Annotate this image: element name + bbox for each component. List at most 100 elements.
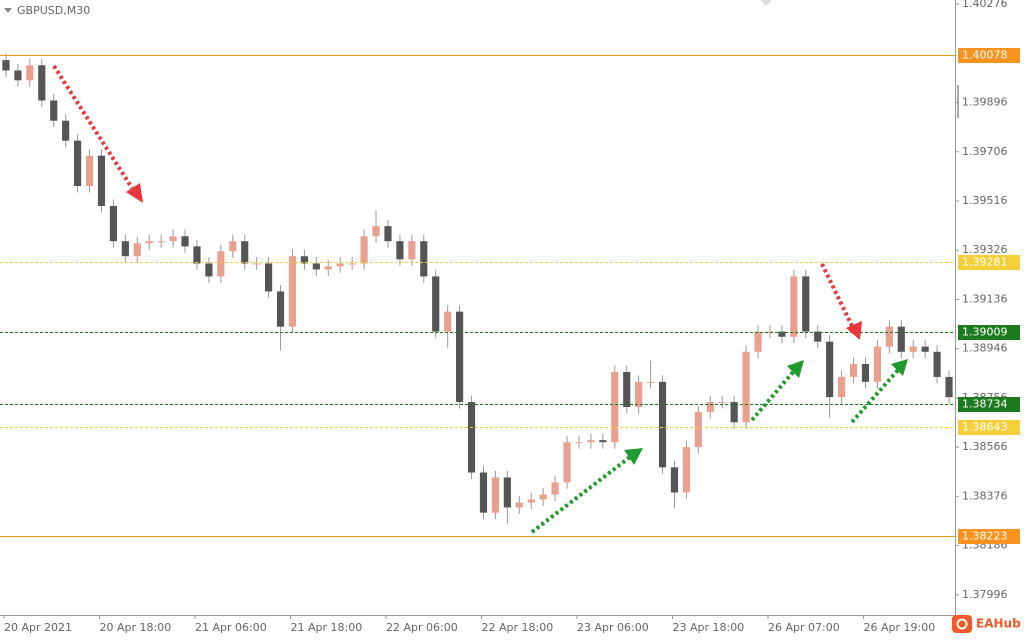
candle-body [384,226,392,242]
y-tick-label: 1.39516 [962,194,1008,207]
candle-body [408,241,416,260]
candle-body [217,251,225,277]
candle-body [288,256,297,327]
candle-body [599,440,607,443]
candle-body [157,241,165,243]
candle-body [109,205,117,242]
level-label: 1.39009 [962,326,1008,339]
candle-body [360,236,368,264]
x-tick-label: 22 Apr 18:00 [482,621,554,634]
candle-body [909,346,917,352]
brand-name: EAHub [976,617,1021,631]
candle-body [133,243,141,257]
level-label-bg [958,420,1020,435]
candle-body [897,326,905,352]
candle-body [444,311,452,332]
candle-body [742,351,750,423]
candle-body [849,363,858,377]
brand-logo: EAHub [952,615,1021,633]
level-label-bg [958,48,1020,63]
y-tick-label: 1.39896 [962,96,1008,109]
candle-body [694,412,702,448]
candle-body [539,494,547,500]
candle-body [253,263,261,265]
candle-body [814,331,822,342]
candle-body [193,246,201,264]
y-tick-label: 1.37996 [962,588,1008,601]
candle-body [229,241,237,252]
arrow-down [52,64,134,190]
y-tick-label: 1.38946 [962,342,1008,355]
y-tick-label: 1.38566 [962,440,1008,453]
candle-body [945,376,953,398]
candle-body [265,263,273,292]
candle-body [826,341,834,398]
candle-body [324,266,332,270]
candle-body [467,402,476,473]
y-tick-label: 1.40276 [962,0,1008,10]
candle-body [790,276,798,337]
x-tick-label: 26 Apr 19:00 [864,621,936,634]
y-tick-label: 1.39136 [962,292,1008,305]
candle-body [718,402,726,404]
x-tick-label: 20 Apr 2021 [4,621,72,634]
candle-body [62,120,70,141]
candle-body [491,477,499,513]
candle-body [276,291,285,327]
candle-body [74,140,82,187]
level-label: 1.39281 [962,256,1008,269]
candle-body [838,376,846,398]
arrow-head [846,321,862,340]
candle-body [861,363,870,382]
candle-body [300,256,308,264]
candle-body [348,263,356,265]
candle-body [802,276,810,332]
x-tick-label: 26 Apr 07:00 [768,621,840,634]
candle-body [181,236,189,247]
symbol-menu-icon[interactable] [4,8,12,13]
candle-body [85,155,94,187]
level-label-bg [958,529,1020,544]
candle-body [312,263,320,270]
candle-body [479,472,488,513]
candle-body [658,381,667,468]
candle-body [241,241,249,264]
arrow-head [891,359,908,376]
y-tick-label: 1.39326 [962,243,1008,256]
arrow-up [530,455,632,534]
candle-body [420,241,428,277]
arrow-head [126,183,143,203]
candle-body [778,331,786,337]
x-tick-label: 23 Apr 06:00 [577,621,649,634]
candle-body [372,226,380,237]
candle-body [563,442,571,483]
candle-body [515,502,523,508]
candle-body [527,499,535,503]
x-tick-label: 23 Apr 18:00 [673,621,745,634]
level-label: 1.40078 [962,49,1008,62]
brand-icon-mark [956,618,968,630]
candle-body [933,351,941,377]
candle-body [97,155,106,206]
candle-body [611,372,619,443]
candle-body [635,381,643,407]
candle-body [575,442,583,444]
candle-body [2,60,10,71]
chart-title: GBPUSD,M30 [17,4,90,17]
candle-body [873,346,881,382]
candle-body [14,70,22,81]
candle-body [205,263,213,277]
candle-body [766,331,774,333]
candle-body [754,331,762,352]
level-label: 1.38734 [962,398,1008,411]
y-tick-label: 1.39706 [962,145,1008,158]
x-tick-label: 22 Apr 06:00 [386,621,458,634]
level-label-bg [958,325,1020,340]
candle-body [38,65,46,101]
shift-marker [760,0,772,6]
candle-body [432,276,440,332]
candle-body [396,241,404,260]
candle-body [169,236,177,242]
level-label: 1.38223 [962,530,1008,543]
